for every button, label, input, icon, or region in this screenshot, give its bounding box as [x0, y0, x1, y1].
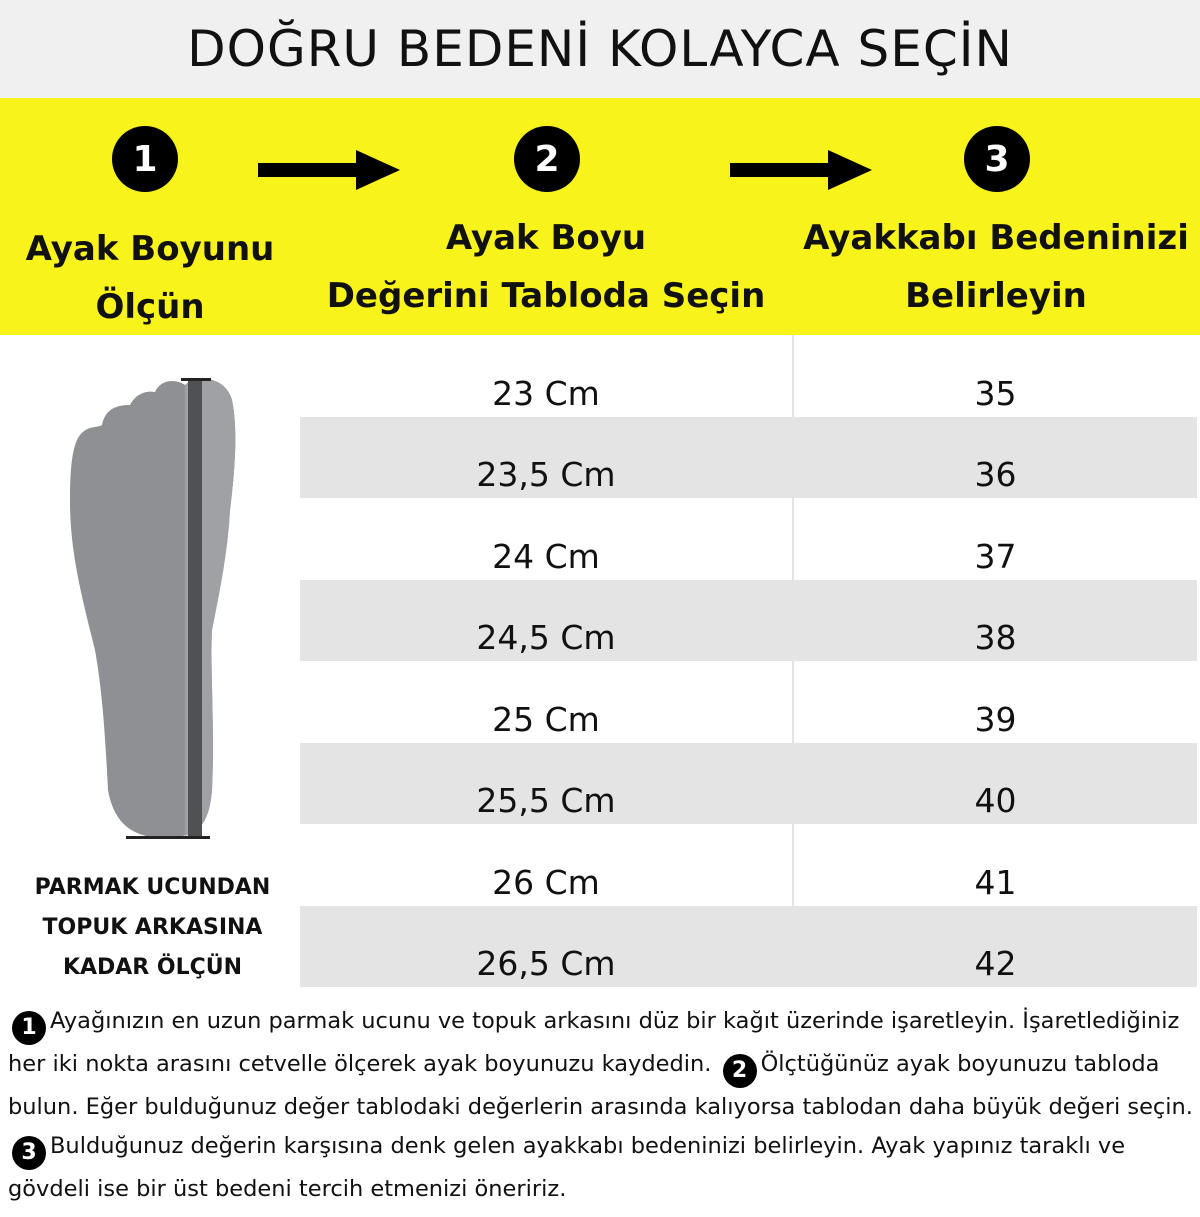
shoe-size-cell: 42	[792, 905, 1197, 987]
shoe-size-cell: 39	[792, 661, 1197, 743]
shoe-size-cell: 38	[792, 579, 1197, 661]
shoe-size-cell: 41	[792, 824, 1197, 906]
foot-length-cell: 26,5 Cm	[476, 944, 616, 983]
shoe-size-cell: 37	[792, 498, 1197, 580]
table-row: 25 Cm 39	[300, 661, 1197, 743]
instructions: 1 Ayağınızın en uzun parmak ucunu ve topu…	[8, 1008, 1193, 1202]
table-row: 26,5 Cm 42	[300, 905, 1197, 987]
foot-length-cell: 23,5 Cm	[476, 455, 616, 494]
step-1-number: 1	[112, 126, 178, 192]
foot-length-cell: 24 Cm	[492, 536, 600, 576]
steps-band: 1 2 3 Ayak Boyunu Ölçün Ayak Boyu Değeri…	[0, 98, 1200, 335]
foot-length-cell: 25 Cm	[492, 699, 600, 739]
foot-length-cell: 26 Cm	[492, 862, 600, 902]
table-row: 25,5 Cm 40	[300, 742, 1197, 824]
step-2-number: 2	[514, 126, 580, 192]
measure-caption: PARMAK UCUNDAN TOPUK ARKASINA KADAR ÖLÇÜ…	[34, 875, 271, 980]
arrow-right-icon	[730, 150, 872, 190]
ruler-bar	[188, 380, 202, 838]
arrow-right-icon	[258, 150, 400, 190]
step-2-label: Ayak Boyu Değerini Tabloda Seçin	[326, 218, 766, 316]
shoe-size-cell: 35	[792, 335, 1197, 417]
step-3-label: Ayakkabı Bedeninizi Belirleyin	[803, 218, 1189, 316]
step-3-badge-icon: 3	[12, 1135, 46, 1170]
foot-measure-illustration	[70, 378, 236, 839]
foot-length-cell: 23 Cm	[492, 373, 600, 413]
shoe-size-cell: 36	[792, 416, 1197, 498]
page-title: DOĞRU BEDENİ KOLAYCA SEÇİN	[0, 0, 1200, 98]
table-row: 23,5 Cm 36	[300, 416, 1197, 498]
step-3-number: 3	[964, 126, 1030, 192]
foot-length-cell: 24,5 Cm	[476, 618, 616, 657]
step-1-label: Ayak Boyunu Ölçün	[25, 229, 275, 327]
table-row: 23 Cm 35	[300, 335, 1197, 417]
shoe-size-cell: 40	[792, 742, 1197, 824]
foot-length-cell: 25,5 Cm	[476, 781, 616, 820]
step-2-badge-icon: 2	[722, 1053, 757, 1088]
table-row: 26 Cm 41	[300, 824, 1197, 906]
step-1-badge-icon: 1	[12, 1010, 46, 1045]
table-row: 24 Cm 37	[300, 498, 1197, 580]
table-row: 24,5 Cm 38	[300, 579, 1197, 661]
